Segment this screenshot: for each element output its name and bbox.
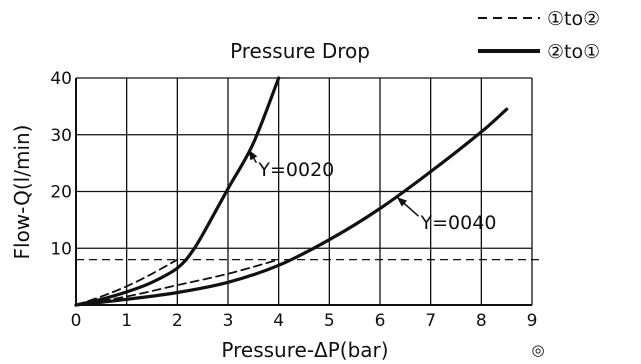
series-line-1-solid xyxy=(74,76,281,307)
series-group xyxy=(74,76,509,307)
y-tick-label: 10 xyxy=(50,239,72,259)
x-tick-label: 1 xyxy=(121,311,132,331)
grid xyxy=(76,77,540,305)
series-line-4-dashed xyxy=(75,258,280,306)
chart-title: Pressure Drop xyxy=(230,39,370,63)
annotations: Y=0020 Y=0040 xyxy=(248,149,497,234)
x-tick-label: 2 xyxy=(172,311,183,331)
legend-label-2: ②to① xyxy=(547,41,600,63)
series-line-2-dashed xyxy=(75,258,179,306)
corner-mark: ◎ xyxy=(531,341,544,359)
y-tick-label: 20 xyxy=(50,183,72,203)
annotation-arrow-1 xyxy=(248,149,258,164)
x-tick-label: 7 xyxy=(425,311,436,331)
y-axis-label: Flow-Q(l/min) xyxy=(10,125,34,260)
x-tick-label: 3 xyxy=(223,311,234,331)
y-tick-label: 30 xyxy=(50,126,72,146)
annotation-label-1: Y=0020 xyxy=(257,159,334,181)
x-tick-label: 9 xyxy=(527,311,538,331)
annotation-label-2: Y=0040 xyxy=(420,212,497,234)
axes: 0 1 2 3 4 5 6 7 8 9 10 20 30 40 xyxy=(50,69,537,331)
legend: ①to② ②to① xyxy=(478,8,600,63)
y-tick-label: 40 xyxy=(50,69,72,89)
x-axis-label: Pressure-ΔP(bar) xyxy=(221,338,388,362)
x-tick-label: 4 xyxy=(273,311,284,331)
x-tick-label: 6 xyxy=(375,311,386,331)
annotation-arrow-2 xyxy=(396,197,420,217)
x-tick-label: 5 xyxy=(324,311,335,331)
x-tick-label: 0 xyxy=(71,311,82,331)
series-line-3-solid xyxy=(74,107,509,307)
legend-label-1: ①to② xyxy=(547,8,600,30)
x-tick-label: 8 xyxy=(476,311,487,331)
